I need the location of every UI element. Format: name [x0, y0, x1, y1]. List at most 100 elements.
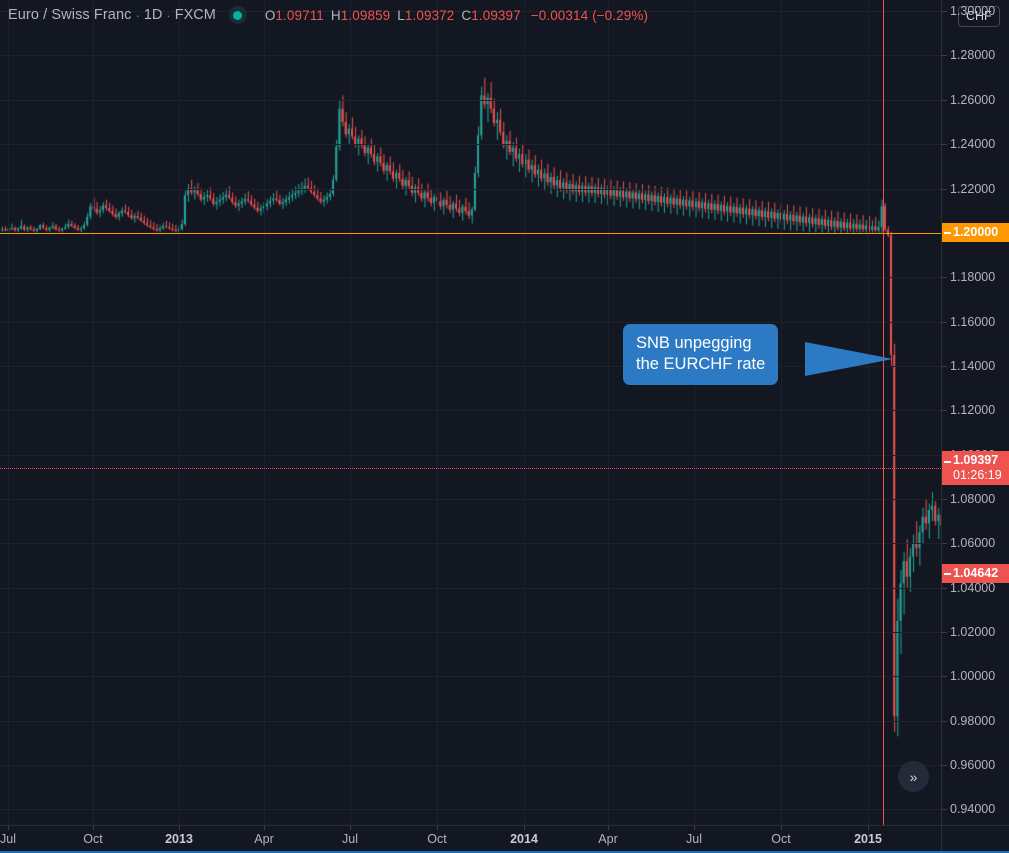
gridline-horizontal [0, 144, 941, 145]
time-axis-label: Oct [83, 832, 103, 846]
price-axis-tick [942, 365, 947, 367]
price-axis-tick [942, 720, 947, 722]
price-axis-tick [942, 55, 947, 57]
gridline-horizontal [0, 366, 941, 367]
gridline-vertical [264, 0, 265, 825]
gridline-horizontal [0, 100, 941, 101]
price-axis-tick [942, 144, 947, 146]
current-price-badge[interactable]: 1.09397 01:26:19 [942, 451, 1009, 485]
gridline-vertical [350, 0, 351, 825]
symbol-title[interactable]: Euro / Swiss Franc [8, 7, 132, 23]
time-axis-tick [868, 826, 869, 830]
peg-price-line[interactable] [0, 232, 941, 235]
axis-corner [941, 825, 1009, 853]
gridline-horizontal [0, 410, 941, 411]
gridline-vertical [437, 0, 438, 825]
price-axis-label: 1.28000 [950, 48, 996, 63]
price-axis-label: 1.00000 [950, 669, 996, 684]
low-value: 1.09372 [404, 7, 455, 23]
market-open-dot [233, 10, 243, 20]
current-badge-dash-icon [944, 461, 951, 463]
current-badge-countdown: 01:26:19 [953, 468, 1002, 482]
peg-price-badge[interactable]: 1.20000 [942, 223, 1009, 243]
callout-line-1: SNB unpegging [636, 334, 752, 352]
price-axis-label: 1.04000 [950, 580, 996, 595]
price-axis-label: 1.14000 [950, 358, 996, 373]
peg-badge-value: 1.20000 [953, 225, 999, 240]
price-axis-label: 1.18000 [950, 270, 996, 285]
change-value: −0.00314 (−0.29%) [530, 7, 649, 23]
gridline-vertical [179, 0, 180, 825]
gridline-horizontal [0, 543, 941, 544]
callout-body: SNB unpegging the EURCHF rate [623, 324, 779, 385]
chart-legend: Euro / Swiss Franc · 1D · FXCM O1.09711 H… [8, 6, 648, 24]
time-axis-label: Jul [342, 832, 358, 846]
time-axis-label: Apr [254, 832, 274, 846]
time-axis-tick [608, 826, 609, 830]
time-axis-tick [93, 826, 94, 830]
legend-separator-2: · [166, 7, 171, 23]
time-axis-label: 2014 [510, 832, 538, 846]
gridline-vertical [694, 0, 695, 825]
time-axis-label: 2013 [165, 832, 193, 846]
price-axis-label: 1.06000 [950, 536, 996, 551]
gridline-horizontal [0, 588, 941, 589]
price-axis-label: 1.26000 [950, 92, 996, 107]
time-axis-label: Oct [771, 832, 791, 846]
time-axis-label: Jul [0, 832, 16, 846]
price-axis-tick [942, 11, 947, 13]
price-axis-tick [942, 765, 947, 767]
time-axis[interactable]: Jul Oct 2013 Apr Jul Oct 2014 Apr Jul Oct 2015 [0, 825, 1009, 853]
price-axis-label: 0.96000 [950, 758, 996, 773]
peg-badge-dash-icon [944, 232, 951, 235]
time-axis-label: Apr [598, 832, 618, 846]
currency-badge[interactable]: CHF [958, 6, 1000, 27]
last-close-dash-icon [944, 572, 951, 575]
price-axis[interactable]: CHF 1.30000 1.28000 1.26000 1.24000 1.22000 1… [941, 0, 1009, 825]
current-badge-value: 1.09397 [953, 453, 999, 467]
price-axis-label: 1.24000 [950, 137, 996, 152]
price-axis-tick [942, 277, 947, 279]
exchange-label[interactable]: FXCM [174, 7, 216, 23]
open-key: O [264, 7, 276, 23]
last-close-badge[interactable]: 1.04642 [942, 563, 1009, 583]
low-key: L [397, 7, 405, 23]
bottom-accent-strip [0, 851, 1009, 853]
price-axis-tick [942, 410, 947, 412]
snb-annotation-callout[interactable]: SNB unpegging the EURCHF rate [623, 324, 893, 385]
gridline-vertical [93, 0, 94, 825]
gridline-vertical [868, 0, 869, 825]
last-close-value: 1.04642 [953, 565, 999, 580]
price-axis-label: 1.22000 [950, 181, 996, 196]
gridline-horizontal [0, 809, 941, 810]
close-value: 1.09397 [471, 7, 521, 23]
chart-plot-area[interactable]: SNB unpegging the EURCHF rate » [0, 0, 941, 825]
time-axis-label: 2015 [854, 832, 882, 846]
price-axis-label: 1.02000 [950, 625, 996, 640]
price-axis-label: 0.98000 [950, 713, 996, 728]
price-axis-tick [942, 587, 947, 589]
gridline-horizontal [0, 676, 941, 677]
time-axis-label: Oct [427, 832, 447, 846]
open-value: 1.09711 [275, 7, 324, 23]
price-axis-tick [942, 809, 947, 811]
market-status-icon[interactable] [228, 6, 247, 24]
double-chevron-right-icon: » [909, 768, 918, 785]
price-axis-tick [942, 321, 947, 323]
interval-label[interactable]: 1D [143, 7, 163, 23]
gridline-horizontal [0, 721, 941, 722]
scroll-to-realtime-button[interactable]: » [898, 761, 929, 792]
gridline-horizontal [0, 189, 941, 190]
time-axis-label: Jul [686, 832, 702, 846]
time-axis-tick [350, 826, 351, 830]
gridline-horizontal [0, 632, 941, 633]
gridline-horizontal [0, 11, 941, 12]
gridline-horizontal [0, 322, 941, 323]
gridline-horizontal [0, 277, 941, 278]
price-axis-label: 1.16000 [950, 314, 996, 329]
high-key: H [330, 7, 341, 23]
callout-line-2: the EURCHF rate [636, 354, 766, 373]
snb-event-vertical-line[interactable] [883, 0, 885, 825]
callout-pointer-icon [805, 342, 893, 376]
